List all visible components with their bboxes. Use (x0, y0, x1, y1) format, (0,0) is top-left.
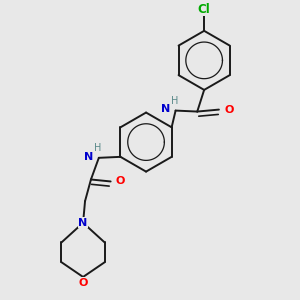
Text: N: N (84, 152, 94, 162)
Text: Cl: Cl (198, 3, 211, 16)
Text: N: N (78, 218, 88, 228)
Text: O: O (224, 105, 233, 115)
Text: O: O (116, 176, 125, 187)
Text: H: H (171, 96, 178, 106)
Text: N: N (161, 103, 170, 114)
Text: H: H (94, 143, 101, 153)
Text: O: O (78, 278, 88, 288)
